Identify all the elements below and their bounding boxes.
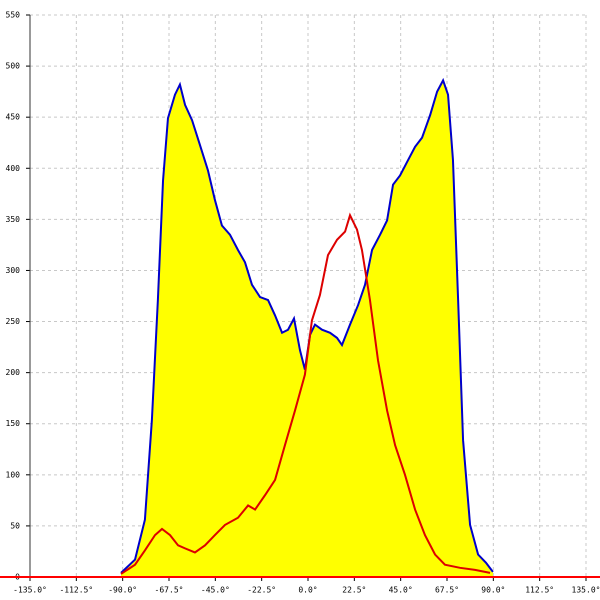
x-tick-label: 90.0° bbox=[481, 586, 505, 595]
x-tick-label: -45.0° bbox=[201, 586, 230, 595]
y-tick-label: 200 bbox=[6, 368, 21, 377]
y-tick-label: 400 bbox=[6, 164, 21, 173]
y-tick-label: 550 bbox=[6, 11, 21, 20]
x-tick-label: 22.5° bbox=[342, 586, 366, 595]
y-tick-label: 100 bbox=[6, 470, 21, 479]
x-tick-label: 135.0° bbox=[572, 586, 600, 595]
series-line bbox=[120, 212, 491, 575]
x-tick-label: 45.0° bbox=[389, 586, 413, 595]
y-tick-label: 150 bbox=[6, 419, 21, 428]
x-tick-label: -22.5° bbox=[247, 586, 276, 595]
x-tick-label: 112.5° bbox=[525, 586, 554, 595]
x-tick-label: -90.0° bbox=[108, 586, 137, 595]
x-tick-label: -135.0° bbox=[13, 586, 47, 595]
y-tick-label: 500 bbox=[6, 62, 21, 71]
x-tick-label: -67.5° bbox=[155, 586, 184, 595]
x-tick-label: 67.5° bbox=[435, 586, 459, 595]
y-tick-label: 50 bbox=[10, 521, 20, 530]
area-fill bbox=[121, 80, 493, 577]
y-tick-label: 450 bbox=[6, 113, 21, 122]
y-tick-label: 250 bbox=[6, 317, 21, 326]
x-tick-label: -112.5° bbox=[59, 586, 93, 595]
x-tick-label: 0.0° bbox=[298, 586, 317, 595]
y-tick-label: 300 bbox=[6, 266, 21, 275]
y-tick-label: 350 bbox=[6, 215, 21, 224]
